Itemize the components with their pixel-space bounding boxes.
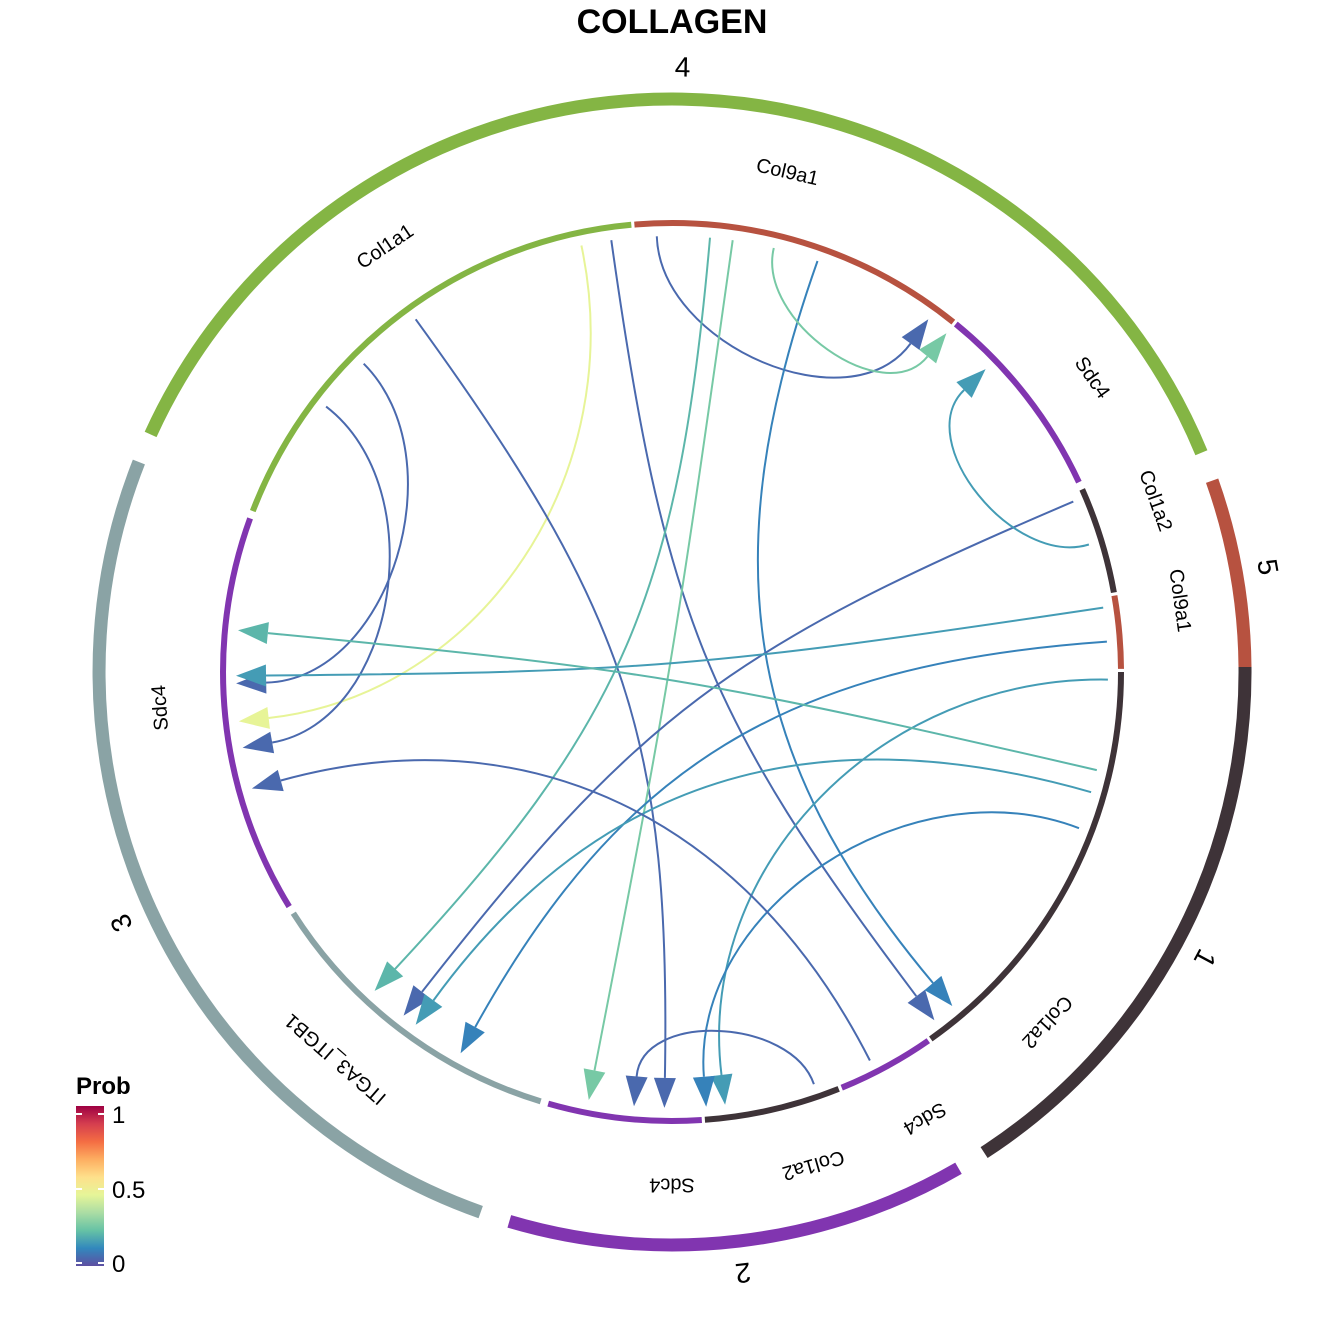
sector-arc-3-itga3-itgb1[interactable] [290, 911, 542, 1105]
group-label-4: 4 [674, 51, 690, 82]
link-4-col1a1-to-3-sdc4[interactable] [268, 245, 592, 719]
link-4-col9a1-to-4-sdc4[interactable] [771, 247, 929, 374]
link-4-col1a1-to-4-sdc4[interactable] [655, 236, 912, 379]
sector-arc-5-col1a2[interactable] [1079, 488, 1117, 594]
group-arc-1[interactable] [980, 666, 1252, 1159]
sector-label-4-col9a1: Col9a1 [754, 155, 821, 191]
sector-arc-1-sdc4[interactable] [840, 1038, 931, 1091]
chart-title: COLLAGEN [577, 3, 768, 41]
link-arrowhead [238, 707, 270, 729]
legend-colorbar [76, 1106, 104, 1266]
link-4-col1a1-to-3-sdc4[interactable] [266, 362, 409, 684]
inner-sector-track [220, 220, 1124, 1124]
group-arc-4[interactable] [144, 92, 1208, 456]
group-label-5: 5 [1251, 557, 1284, 578]
group-label-2: 2 [734, 1257, 753, 1290]
legend-tick-label-0: 0 [112, 1251, 125, 1278]
link-arrowhead [692, 1075, 715, 1107]
link-2-col1a2-to-2-sdc4[interactable] [635, 1029, 815, 1085]
sector-label-3-sdc4: Sdc4 [148, 684, 173, 731]
link-2-col1a2-to-3-sdc4[interactable] [280, 759, 871, 1061]
legend-title: Prob [76, 1073, 131, 1100]
group-label-1: 1 [1188, 944, 1223, 972]
sector-arc-3-sdc4[interactable] [220, 517, 292, 909]
link-5-col1a2-to-3-itga3_itgb1[interactable] [421, 500, 1074, 993]
sector-arc-1-col1a2[interactable] [929, 671, 1124, 1042]
link-5-col9a1-to-2-sdc4[interactable] [718, 678, 1108, 1076]
sector-label-5-col9a1: Col9a1 [1164, 568, 1195, 634]
sector-label-2-sdc4: Sdc4 [649, 1174, 695, 1196]
link-arrowhead [251, 769, 284, 792]
link-5-col9a1-to-3-itga3_itgb1[interactable] [474, 640, 1107, 1028]
group-arc-5[interactable] [1205, 478, 1252, 668]
link-4-col9a1-to-3-itga3_itgb1[interactable] [394, 237, 711, 970]
link-arrowhead [238, 622, 269, 644]
sector-label-1-sdc4: Sdc4 [899, 1097, 950, 1139]
link-4-col1a1-to-3-sdc4[interactable] [272, 405, 391, 744]
link-1-col1a2-to-3-itga3_itgb1[interactable] [432, 758, 1092, 1002]
legend-tick-label-1: 1 [112, 1102, 125, 1129]
link-arrowhead [710, 1073, 733, 1105]
link-arrowhead [374, 961, 404, 991]
sector-arc-4-col9a1[interactable] [634, 220, 956, 325]
sector-label-2-col1a2: Col1a2 [780, 1146, 847, 1185]
link-4-col1a1-to-1-sdc4[interactable] [610, 240, 918, 997]
link-arrowhead [901, 319, 929, 350]
link-arrowhead [625, 1075, 648, 1107]
outer-group-track [92, 92, 1252, 1252]
group-arc-2[interactable] [507, 1162, 962, 1252]
link-5-col9a1-to-3-sdc4[interactable] [265, 606, 1104, 677]
sector-arc-5-col9a1[interactable] [1111, 595, 1124, 669]
sector-arc-4-sdc4[interactable] [953, 321, 1082, 484]
group-labels: 1 2 3 4 5 [104, 51, 1284, 1289]
sector-arc-4-col1a1[interactable] [249, 221, 632, 513]
link-arrowhead [236, 664, 267, 687]
link-arrowhead [653, 1077, 676, 1108]
link-arrowhead [583, 1068, 606, 1100]
link-arrowhead [924, 975, 953, 1006]
link-arrowhead [907, 989, 935, 1021]
sector-label-1-col1a2: Col1a2 [1017, 991, 1076, 1052]
link-arrowhead [919, 333, 947, 364]
group-label-3: 3 [104, 909, 139, 936]
link-4-col9a1-to-2-sdc4[interactable] [593, 240, 734, 1071]
sector-label-4-col1a1: Col1a1 [353, 220, 418, 274]
link-arrowhead [460, 1021, 485, 1054]
link-4-col9a1-to-1-sdc4[interactable] [756, 260, 934, 984]
link-1-col1a2-to-3-sdc4[interactable] [267, 632, 1098, 772]
sector-label-4-sdc4: Sdc4 [1070, 353, 1114, 403]
group-arc-3[interactable] [92, 459, 483, 1219]
link-arrowhead [403, 985, 431, 1016]
link-arrowhead [242, 731, 275, 754]
sector-label-5-col1a2: Col1a2 [1134, 467, 1176, 534]
sector-arc-2-sdc4[interactable] [547, 1100, 702, 1124]
link-5-col1a2-to-4-sdc4[interactable] [948, 389, 1090, 549]
link-4-col1a1-to-2-sdc4[interactable] [414, 318, 667, 1078]
link-1-col1a2-to-2-sdc4[interactable] [702, 811, 1080, 1077]
link-layer [236, 236, 1108, 1108]
link-arrowhead [415, 994, 443, 1025]
sector-arc-2-col1a2[interactable] [704, 1086, 840, 1123]
prob-legend: Prob 1 0.5 0 [76, 1073, 145, 1278]
sector-label-3-itga3-itgb1: ITGA3_ITGB1 [281, 1009, 391, 1109]
link-arrowhead [956, 369, 986, 398]
legend-tick-label-0.5: 0.5 [112, 1177, 145, 1204]
